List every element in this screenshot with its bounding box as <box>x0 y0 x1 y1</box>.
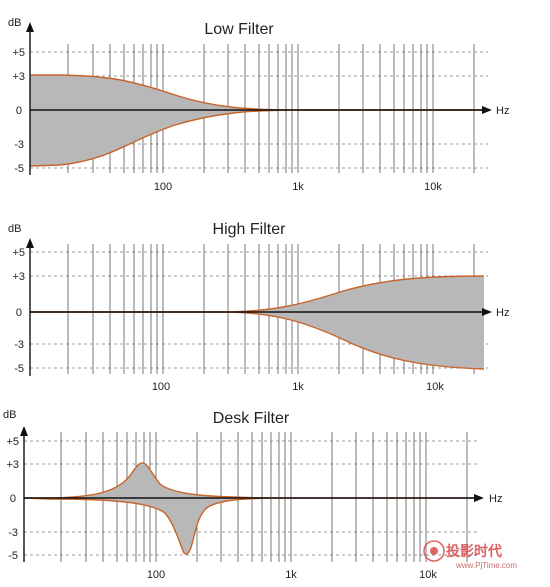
panel-title: High Filter <box>213 221 287 238</box>
y-axis-unit: dB <box>3 409 16 421</box>
x-axis-unit: Hz <box>496 307 509 319</box>
x-tick-label: 100 <box>147 569 165 581</box>
cut-curve <box>23 497 271 555</box>
y-tick-label: +5 <box>6 436 19 448</box>
watermark-text: 投影时代 <box>446 543 502 560</box>
level-grid <box>30 51 488 169</box>
y-tick-label: -3 <box>8 527 18 539</box>
panel-low-filter: Low Filter <box>8 17 509 193</box>
y-tick-label: +3 <box>12 71 25 83</box>
panel-desk-filter: Desk Filter <box>3 409 502 581</box>
watermark-logo-icon <box>423 540 445 562</box>
x-tick-label: 100 <box>154 181 172 193</box>
x-tick-label: 10k <box>426 381 444 393</box>
panel-title: Desk Filter <box>213 410 290 427</box>
level-grid <box>24 440 478 556</box>
x-tick-label: 10k <box>419 569 437 581</box>
y-tick-label: +5 <box>12 47 25 59</box>
x-axis-unit: Hz <box>489 493 502 505</box>
panel-title: Low Filter <box>204 21 274 38</box>
response-band <box>24 462 270 554</box>
y-axis-arrow <box>26 238 34 248</box>
boost-curve <box>24 462 478 499</box>
y-tick-label: +5 <box>12 247 25 259</box>
y-tick-label: +3 <box>6 459 19 471</box>
y-tick-label: 0 <box>16 105 22 117</box>
y-axis-unit: dB <box>8 223 21 235</box>
x-tick-label: 1k <box>285 569 297 581</box>
boost-curve <box>30 275 485 313</box>
x-axis-arrow <box>482 308 492 316</box>
y-tick-label: 0 <box>16 307 22 319</box>
level-grid <box>30 251 488 369</box>
panel-high-filter: High Filter <box>8 221 509 393</box>
y-tick-label: -5 <box>14 163 24 175</box>
watermark-url: www.PjTime.com <box>455 561 517 570</box>
y-tick-label: -3 <box>14 139 24 151</box>
cut-curve <box>30 311 485 370</box>
x-tick-label: 1k <box>292 381 304 393</box>
response-band <box>30 276 484 369</box>
x-axis-arrow <box>474 494 484 502</box>
y-axis-arrow <box>20 426 28 436</box>
x-tick-label: 1k <box>292 181 304 193</box>
y-axis-unit: dB <box>8 17 21 29</box>
x-axis-unit: Hz <box>496 105 509 117</box>
y-tick-label: 0 <box>10 493 16 505</box>
x-tick-label: 100 <box>152 381 170 393</box>
response-band <box>30 75 488 166</box>
x-axis-arrow <box>482 106 492 114</box>
y-tick-label: -5 <box>8 550 18 562</box>
y-tick-label: -5 <box>14 363 24 375</box>
y-tick-label: +3 <box>12 271 25 283</box>
x-tick-label: 10k <box>424 181 442 193</box>
y-tick-label: -3 <box>14 339 24 351</box>
watermark: 投影时代 www.PjTime.com <box>423 540 517 570</box>
y-axis-arrow <box>26 22 34 32</box>
